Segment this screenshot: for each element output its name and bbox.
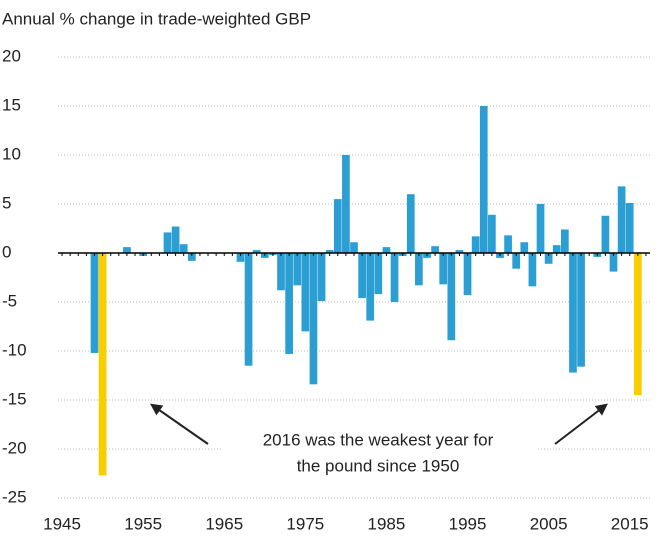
bar [366,253,375,321]
annotation: the pound since 1950 [297,456,460,475]
bar [560,229,569,253]
x-tick-label: 2005 [530,514,568,533]
y-tick-label: 15 [2,95,21,114]
bar [633,253,642,396]
bar [163,232,172,253]
bar [171,226,180,253]
bar [552,245,561,253]
bar [252,250,261,253]
y-tick-label: 5 [2,193,11,212]
bar [447,253,456,341]
y-tick-label: -10 [2,340,27,359]
y-tick-label: -15 [2,389,27,408]
x-tick-label: 1945 [43,514,81,533]
bar [431,246,439,253]
bar [333,199,342,253]
bar [406,194,415,253]
bar [179,244,188,253]
bar [504,235,512,253]
bar [455,250,464,253]
y-tick-label: 10 [2,144,21,163]
bar [512,253,521,269]
bar [488,214,496,253]
bar [577,253,585,367]
bar [309,253,318,385]
bar [285,253,293,354]
bar [415,253,423,286]
bar [123,247,131,253]
annotation-bg [222,428,538,480]
bar [601,215,610,253]
y-tick-label: -25 [2,487,27,506]
bar [187,253,196,261]
bar [528,253,537,287]
bar [90,253,99,353]
bar [301,253,310,332]
bar [479,106,488,253]
x-tick-label: 2015 [611,514,649,533]
bar [325,250,334,253]
bar [293,253,302,286]
x-tick-label: 1995 [449,514,487,533]
bar [471,236,480,253]
bar [617,186,626,253]
bar [569,253,577,373]
bar [317,253,326,302]
bar [390,253,399,302]
chart-title: Annual % change in trade-weighted GBP [2,9,311,28]
bar [350,242,358,253]
bar [342,155,350,253]
x-tick-label: 1965 [205,514,243,533]
x-tick-label: 1975 [286,514,324,533]
bar [244,253,253,366]
bar [625,203,634,253]
bar [277,253,285,291]
bar [374,253,383,295]
y-tick-label: -5 [2,291,17,310]
arrow [150,403,209,445]
bar [520,242,529,253]
bar [236,253,245,262]
bar [439,253,448,285]
y-tick-label: -20 [2,438,27,457]
annotation: 2016 was the weakest year for [263,430,494,449]
bar [609,253,618,272]
y-tick-label: 0 [2,242,11,261]
arrow [554,403,608,445]
bar [536,204,545,253]
bar [98,253,107,476]
y-tick-label: 20 [2,46,21,65]
bar [544,253,553,264]
x-tick-label: 1955 [124,514,162,533]
x-tick-label: 1985 [368,514,406,533]
bar [358,253,366,299]
bar [382,247,391,253]
bar [463,253,472,296]
